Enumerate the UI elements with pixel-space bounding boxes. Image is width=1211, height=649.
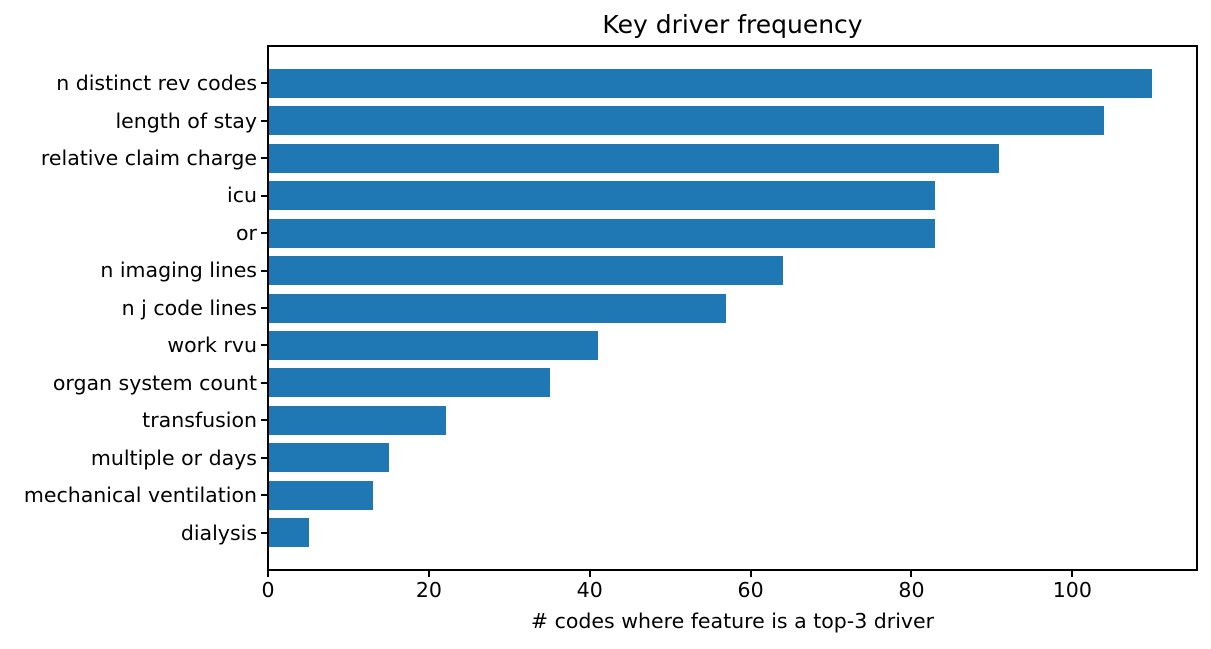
bar-row [269,477,1196,514]
bar-row [269,252,1196,289]
bar-work-rvu [269,331,599,361]
bar-row [269,514,1196,551]
y-label-or: or [236,220,257,245]
y-label-row: n distinct rev codes [0,65,268,102]
y-label-row: relative claim charge [0,140,268,177]
bar-organ-system-count [269,368,550,398]
x-tick-label-20: 20 [415,578,442,602]
bar-row [269,289,1196,326]
y-label-row: n j code lines [0,289,268,326]
y-label-row: length of stay [0,102,268,139]
x-tick-label-100: 100 [1052,578,1092,602]
y-label-row: transfusion [0,402,268,439]
plot-area [267,45,1198,571]
y-label-organ-system-count: organ system count [52,370,257,395]
y-label-row: n imaging lines [0,252,268,289]
y-tick-mark [261,82,268,85]
x-tick-mark [267,570,269,577]
y-tick-mark [261,419,268,422]
bar-multiple-or-days [269,443,390,473]
bar-mechanical-ventilation [269,480,374,510]
y-label-row: dialysis [0,514,268,551]
y-tick-mark [261,119,268,122]
y-label-n-distinct-rev-codes: n distinct rev codes [56,71,257,96]
y-axis-labels: n distinct rev codes length of stay relati… [0,46,268,570]
bar-row [269,214,1196,251]
x-axis: 0 20 40 60 80 100 [261,570,1197,610]
bar-n-imaging-lines [269,256,783,286]
x-tick-mark [1071,570,1074,577]
bars [269,47,1196,569]
x-tick-mark [749,570,752,577]
y-label-row: organ system count [0,364,268,401]
y-label-relative-claim-charge: relative claim charge [40,145,257,170]
x-tick-label-0: 0 [261,578,275,602]
bar-row [269,139,1196,176]
bar-row [269,327,1196,364]
bar-row [269,177,1196,214]
y-tick-mark [261,344,268,347]
bar-icu [269,181,936,211]
y-label-n-j-code-lines: n j code lines [121,295,257,320]
bar-row [269,65,1196,102]
bar-row [269,364,1196,401]
bar-length-of-stay [269,106,1104,136]
bar-row [269,439,1196,476]
y-label-mechanical-ventilation: mechanical ventilation [23,483,257,508]
y-label-multiple-or-days: multiple or days [90,445,257,470]
chart-title: Key driver frequency [602,10,863,39]
x-tick-mark [588,570,591,577]
y-tick-mark [261,269,268,272]
y-tick-mark [261,494,268,497]
bar-n-j-code-lines [269,293,727,323]
y-tick-mark [261,456,268,459]
y-label-transfusion: transfusion [142,408,257,433]
y-tick-mark [261,381,268,384]
bar-row [269,102,1196,139]
bar-dialysis [269,518,310,548]
y-label-dialysis: dialysis [180,520,257,545]
bar-relative-claim-charge [269,143,1000,173]
bar-or [269,218,936,248]
y-tick-mark [261,307,268,310]
x-tick-label-40: 40 [576,578,603,602]
y-tick-mark [261,157,268,160]
y-label-work-rvu: work rvu [167,333,257,358]
y-label-icu: icu [227,183,257,208]
bar-n-distinct-rev-codes [269,68,1152,98]
x-tick-mark [427,570,430,577]
x-tick-label-80: 80 [898,578,925,602]
x-tick-mark [910,570,913,577]
y-label-row: icu [0,177,268,214]
y-tick-mark [261,531,268,534]
y-label-row: work rvu [0,327,268,364]
y-tick-mark [261,232,268,235]
y-label-length-of-stay: length of stay [115,108,257,133]
y-label-row: multiple or days [0,439,268,476]
y-label-row: or [0,214,268,251]
y-tick-mark [261,194,268,197]
y-label-n-imaging-lines: n imaging lines [100,258,257,283]
x-tick-label-60: 60 [737,578,764,602]
x-axis-label: # codes where feature is a top-3 driver [530,609,935,633]
bar-transfusion [269,405,446,435]
bar-row [269,402,1196,439]
y-label-row: mechanical ventilation [0,477,268,514]
